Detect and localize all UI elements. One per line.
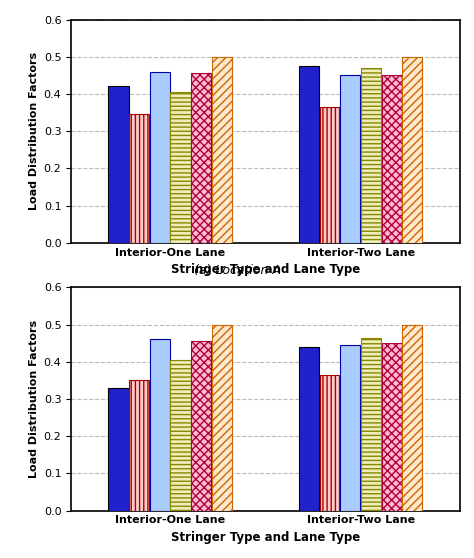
Bar xyxy=(191,341,211,511)
Bar xyxy=(299,66,319,243)
Bar xyxy=(129,114,149,243)
Bar xyxy=(150,339,170,511)
Legend: Tested, Std. Spec.(RC), Std. Spec.(Timber), LRFD Spec.(RC), LRFD Spec.(Timber), : Tested, Std. Spec.(RC), Std. Spec.(Timbe… xyxy=(104,297,427,328)
Bar xyxy=(319,107,340,243)
Bar xyxy=(382,343,402,511)
Bar xyxy=(340,75,361,243)
Bar xyxy=(150,71,170,243)
Bar xyxy=(361,68,381,243)
Bar xyxy=(170,92,191,243)
Bar xyxy=(361,338,381,511)
Bar xyxy=(319,375,340,511)
Bar xyxy=(170,360,191,511)
Bar xyxy=(109,388,128,511)
X-axis label: Stringer Type and Lane Type: Stringer Type and Lane Type xyxy=(171,531,360,544)
Bar xyxy=(212,57,232,243)
Bar xyxy=(340,345,361,511)
Y-axis label: Load Distribution Factors: Load Distribution Factors xyxy=(29,320,39,478)
Bar xyxy=(402,325,422,511)
Bar xyxy=(129,381,149,511)
Bar xyxy=(382,75,402,243)
Text: (a) Location A: (a) Location A xyxy=(193,264,281,277)
Bar xyxy=(109,86,128,243)
Bar xyxy=(299,347,319,511)
Bar xyxy=(212,325,232,511)
Y-axis label: Load Distribution Factors: Load Distribution Factors xyxy=(29,52,39,210)
X-axis label: Stringer Type and Lane Type: Stringer Type and Lane Type xyxy=(171,263,360,276)
Bar xyxy=(191,74,211,243)
Bar xyxy=(402,57,422,243)
